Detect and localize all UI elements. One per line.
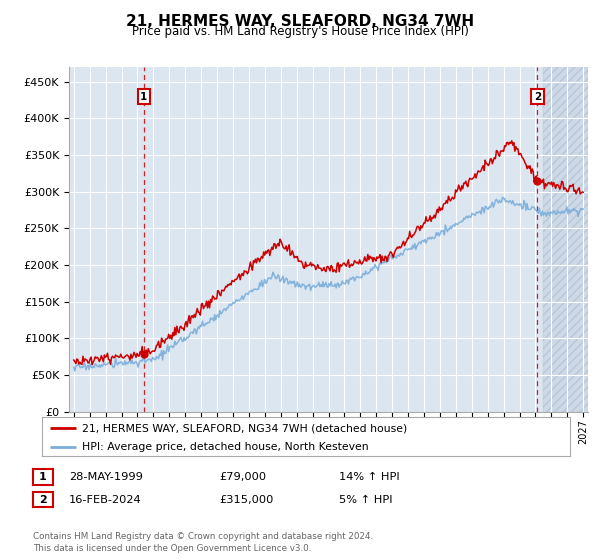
Text: 21, HERMES WAY, SLEAFORD, NG34 7WH: 21, HERMES WAY, SLEAFORD, NG34 7WH [126, 14, 474, 29]
Text: Contains HM Land Registry data © Crown copyright and database right 2024.
This d: Contains HM Land Registry data © Crown c… [33, 532, 373, 553]
Text: 14% ↑ HPI: 14% ↑ HPI [339, 472, 400, 482]
Text: £79,000: £79,000 [219, 472, 266, 482]
Text: Price paid vs. HM Land Registry's House Price Index (HPI): Price paid vs. HM Land Registry's House … [131, 25, 469, 38]
Text: HPI: Average price, detached house, North Kesteven: HPI: Average price, detached house, Nort… [82, 442, 368, 451]
Text: 16-FEB-2024: 16-FEB-2024 [69, 494, 142, 505]
Text: 21, HERMES WAY, SLEAFORD, NG34 7WH (detached house): 21, HERMES WAY, SLEAFORD, NG34 7WH (deta… [82, 423, 407, 433]
Text: 1: 1 [39, 472, 47, 482]
Text: 5% ↑ HPI: 5% ↑ HPI [339, 494, 392, 505]
Text: 2: 2 [534, 91, 541, 101]
Text: 28-MAY-1999: 28-MAY-1999 [69, 472, 143, 482]
Bar [544, 67, 588, 412]
Text: 2: 2 [39, 494, 47, 505]
Text: 1: 1 [140, 91, 148, 101]
Text: £315,000: £315,000 [219, 494, 274, 505]
